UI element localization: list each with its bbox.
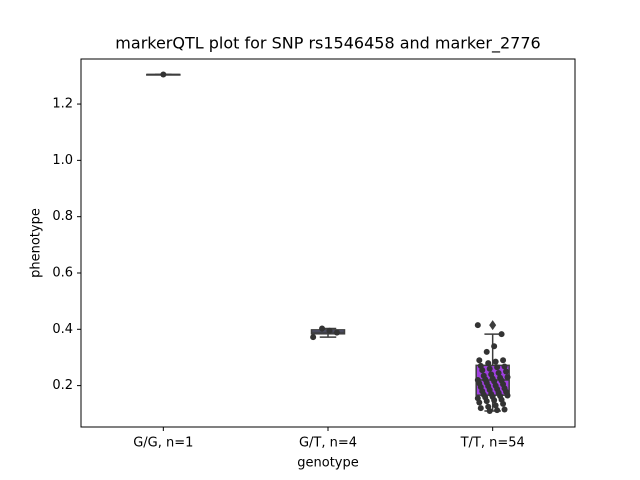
point xyxy=(503,368,510,375)
point xyxy=(310,334,317,341)
x-axis-label: genotype xyxy=(297,456,358,471)
point xyxy=(495,369,502,376)
point xyxy=(479,367,486,374)
point xyxy=(486,407,493,414)
point xyxy=(474,322,481,329)
point xyxy=(326,327,333,334)
point xyxy=(500,357,507,364)
point xyxy=(333,329,340,336)
point xyxy=(483,348,490,355)
point xyxy=(492,358,499,365)
point xyxy=(494,407,501,414)
point xyxy=(476,399,483,406)
y-tick-label: 1.0 xyxy=(52,153,73,168)
point xyxy=(492,402,499,409)
y-tick-label: 0.4 xyxy=(52,322,73,337)
point xyxy=(500,400,507,407)
point xyxy=(486,365,493,372)
point xyxy=(504,392,511,399)
point xyxy=(319,325,326,332)
x-tick-label: G/G, n=1 xyxy=(133,436,193,451)
point xyxy=(477,405,484,412)
point xyxy=(501,363,508,370)
y-tick-label: 1.2 xyxy=(52,97,73,112)
point xyxy=(485,360,492,367)
point xyxy=(491,343,498,350)
chart-title: markerQTL plot for SNP rs1546458 and mar… xyxy=(115,34,540,54)
point xyxy=(491,397,498,404)
point xyxy=(501,406,508,413)
point xyxy=(483,398,490,405)
point xyxy=(494,364,501,371)
plot-frame xyxy=(80,58,576,428)
y-tick-label: 0.8 xyxy=(52,209,73,224)
y-tick-label: 0.2 xyxy=(52,378,73,393)
x-tick-label: G/T, n=4 xyxy=(299,436,357,451)
point xyxy=(498,331,505,338)
flier xyxy=(489,320,497,331)
y-tick-label: 0.6 xyxy=(52,265,73,280)
point xyxy=(160,71,167,78)
y-axis-label: phenotype xyxy=(29,208,44,278)
point xyxy=(504,374,511,381)
point xyxy=(476,357,483,364)
x-tick-label: T/T, n=54 xyxy=(460,436,525,451)
